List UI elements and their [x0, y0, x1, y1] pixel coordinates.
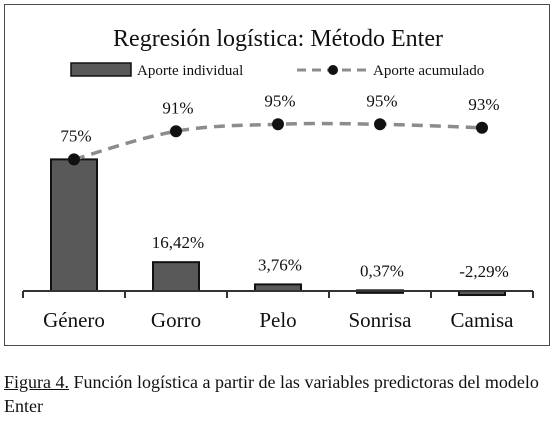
legend-line-label: Aporte acumulado — [373, 63, 484, 79]
caption-text: Función logística a partir de las variab… — [4, 372, 539, 416]
cumulative-point-género — [68, 153, 80, 166]
cumulative-point-camisa — [476, 121, 488, 134]
bars-layer — [50, 158, 506, 297]
x-axis: Género Gorro Pelo Sonrisa Camisa — [22, 290, 534, 332]
bar-gorro — [152, 261, 200, 292]
chart-frame: Regresión logística: Método Enter Aporte… — [4, 4, 550, 346]
value-labels-layer: 75% 91% 95% 95% 93% 16,42% 3,76% 0,37% -2,29% — [60, 91, 508, 281]
chart-canvas: Regresión logística: Método Enter Aporte… — [22, 26, 534, 332]
bar-label-camisa: -2,29% — [459, 262, 509, 281]
cumulative-label-gorro: 91% — [162, 98, 193, 117]
legend-bar-label: Aporte individual — [137, 63, 243, 79]
cumulative-label-pelo: 95% — [264, 91, 295, 110]
legend-bar-swatch — [70, 62, 132, 77]
caption-label: Figura 4. — [4, 372, 69, 392]
bar-label-gorro: 16,42% — [152, 233, 204, 252]
cumulative-label-género: 75% — [60, 126, 91, 145]
cumulative-point-pelo — [272, 118, 284, 131]
figure-caption: Figura 4. Función logística a partir de … — [4, 370, 552, 418]
legend-line-marker — [328, 65, 338, 75]
bar-label-sonrisa: 0,37% — [360, 261, 404, 280]
x-tick-label-sonrisa: Sonrisa — [349, 308, 413, 332]
cumulative-point-gorro — [170, 125, 182, 138]
bar-label-pelo: 3,76% — [258, 255, 302, 274]
cumulative-line-layer — [68, 118, 488, 166]
cumulative-point-sonrisa — [374, 118, 386, 131]
cumulative-label-sonrisa: 95% — [366, 91, 397, 110]
legend: Aporte individual Aporte acumulado — [70, 62, 484, 79]
chart-title: Regresión logística: Método Enter — [113, 26, 443, 52]
x-tick-label-camisa: Camisa — [451, 308, 515, 332]
x-tick-label-género: Género — [43, 308, 105, 332]
bar-género — [50, 158, 98, 292]
cumulative-label-camisa: 93% — [468, 95, 499, 114]
x-tick-label-pelo: Pelo — [259, 308, 296, 332]
x-tick-label-gorro: Gorro — [151, 308, 201, 332]
